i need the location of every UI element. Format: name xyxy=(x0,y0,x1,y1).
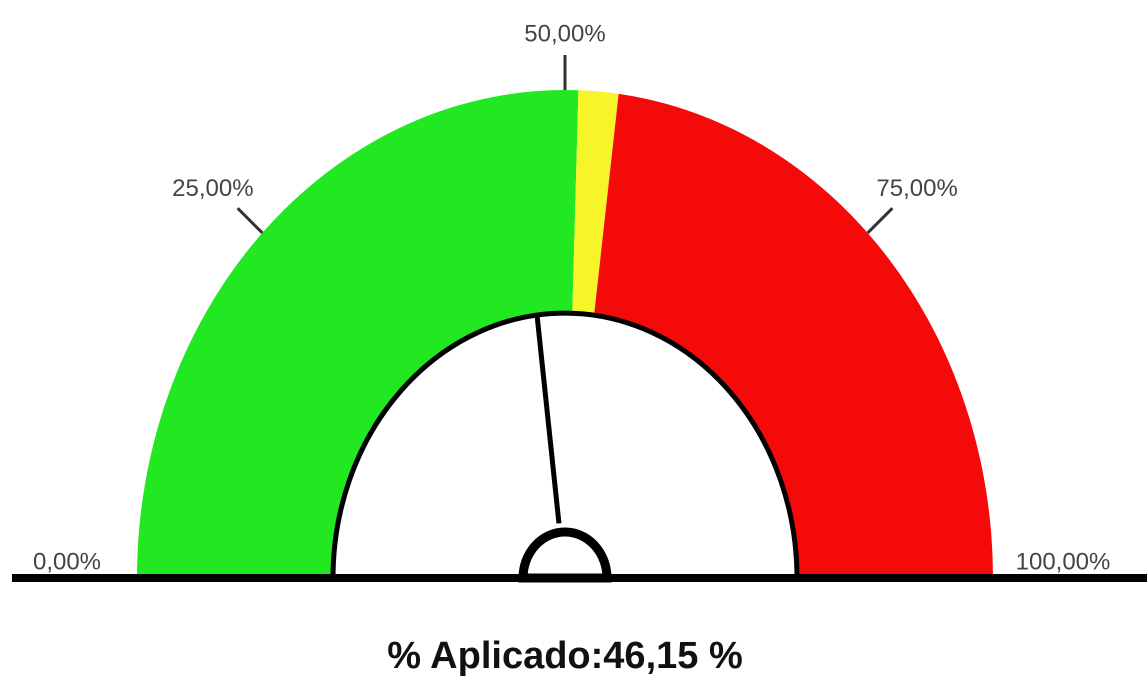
tick-label: 75,00% xyxy=(876,175,957,202)
tick-label: 0,00% xyxy=(33,548,101,575)
inner-arc xyxy=(330,310,800,581)
tick-label: 25,00% xyxy=(172,175,253,202)
value-text: % Aplicado:46,15 % xyxy=(387,635,743,677)
gauge-band xyxy=(594,93,993,578)
tick-mark xyxy=(866,207,894,234)
needle-hub xyxy=(518,527,612,583)
gauge-band xyxy=(572,90,619,316)
value-label: 46,15 % xyxy=(603,635,742,677)
tick-label: 100,00% xyxy=(1016,548,1111,575)
value-caption: % Aplicado: xyxy=(387,635,603,677)
tick-label: 50,00% xyxy=(524,20,605,47)
tick-mark xyxy=(236,207,264,234)
gauge-band xyxy=(137,89,579,578)
needle xyxy=(534,314,562,524)
